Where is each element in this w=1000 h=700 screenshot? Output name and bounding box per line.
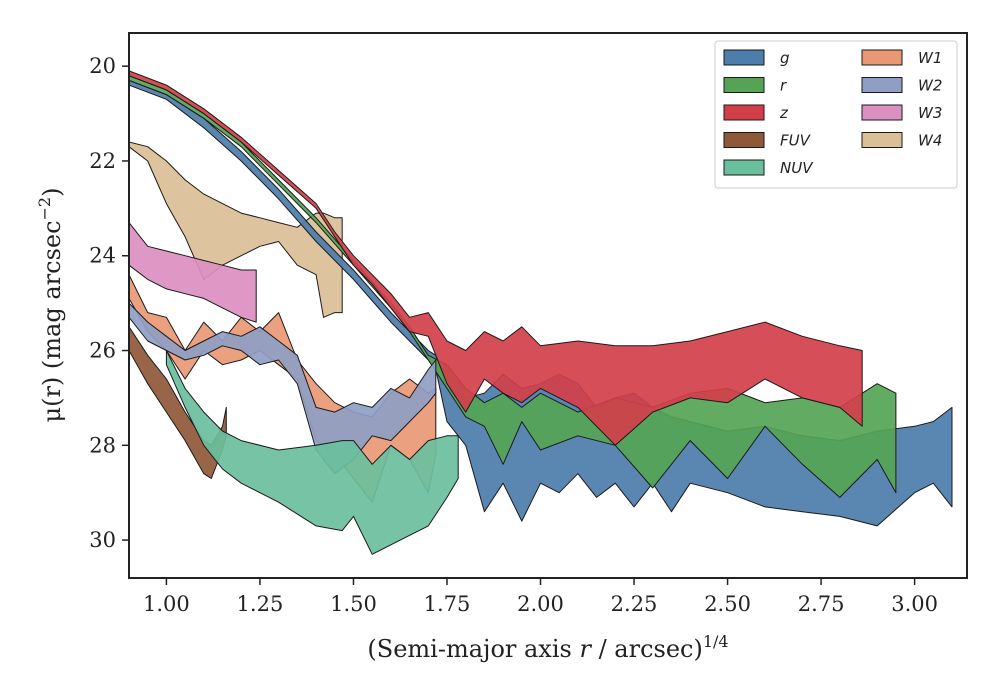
- y-tick-label: 26: [89, 339, 116, 363]
- legend-label-w1: W1: [918, 49, 942, 67]
- band-w3: [129, 222, 257, 323]
- legend-swatch-r: [723, 77, 765, 93]
- band-nuv: [165, 350, 459, 555]
- legend-label-r: r: [780, 77, 787, 95]
- x-axis-label: (Semi-major axis r / arcsec)1/4: [367, 632, 728, 663]
- y-tick-label: 30: [89, 528, 116, 552]
- legend-swatch-w1: [861, 49, 903, 66]
- legend-label-fuv: FUV: [780, 132, 812, 150]
- band-w2: [129, 302, 437, 475]
- plot-areas: [129, 70, 953, 555]
- x-axis-label-prefix: (Semi-major axis: [367, 635, 579, 663]
- y-axis-label-exponent: −2: [35, 197, 54, 221]
- x-tick-label: 2.25: [611, 592, 658, 616]
- legend-label-w4: W4: [918, 132, 942, 150]
- y-tick-label: 20: [89, 54, 116, 78]
- plot-frame: [128, 32, 968, 579]
- x-tick-label: 1.00: [143, 592, 190, 616]
- y-tick-label: 22: [89, 149, 116, 173]
- y-axis-label-main: μ(r) (mag arcsec: [38, 220, 66, 422]
- legend-swatch-z: [723, 104, 765, 121]
- legend-swatch-w2: [861, 77, 903, 93]
- legend-label-nuv: NUV: [780, 159, 814, 177]
- x-axis-label-exponent: 1/4: [703, 632, 729, 651]
- legend-swatch-w4: [861, 132, 903, 148]
- legend-swatch-w3: [861, 104, 903, 121]
- x-axis-ticks: 1.00 1.25 1.50 1.75 2.00 2.25 2.50 2.75 3.00: [143, 578, 938, 616]
- band-z: [129, 70, 863, 446]
- legend-label-g: g: [780, 49, 790, 67]
- legend-swatch-fuv: [723, 132, 765, 148]
- x-tick-label: 1.50: [330, 592, 377, 616]
- x-tick-label: 2.50: [704, 592, 751, 616]
- x-tick-label: 3.00: [891, 592, 938, 616]
- legend-swatch-nuv: [723, 159, 765, 176]
- legend-label-z: z: [779, 104, 789, 122]
- y-axis-ticks: 20 22 24 26 28 30: [89, 54, 129, 552]
- x-tick-label: 1.75: [424, 592, 471, 616]
- x-tick-label: 1.25: [237, 592, 284, 616]
- y-tick-label: 24: [89, 244, 116, 268]
- x-tick-label: 2.75: [798, 592, 845, 616]
- y-tick-label: 28: [89, 433, 116, 457]
- x-tick-label: 2.00: [517, 592, 564, 616]
- legend: grz FUV NUV W1 W2 W3 W4: [714, 40, 958, 189]
- legend-label-w3: W3: [918, 104, 942, 122]
- y-axis-label-close: ): [38, 188, 66, 197]
- x-axis-label-variable: r: [579, 635, 592, 663]
- legend-swatch-g: [723, 49, 765, 66]
- x-axis-label-suffix: / arcsec): [591, 635, 703, 663]
- y-axis-label: μ(r) (mag arcsec−2): [35, 188, 66, 423]
- legend-label-w2: W2: [918, 77, 942, 95]
